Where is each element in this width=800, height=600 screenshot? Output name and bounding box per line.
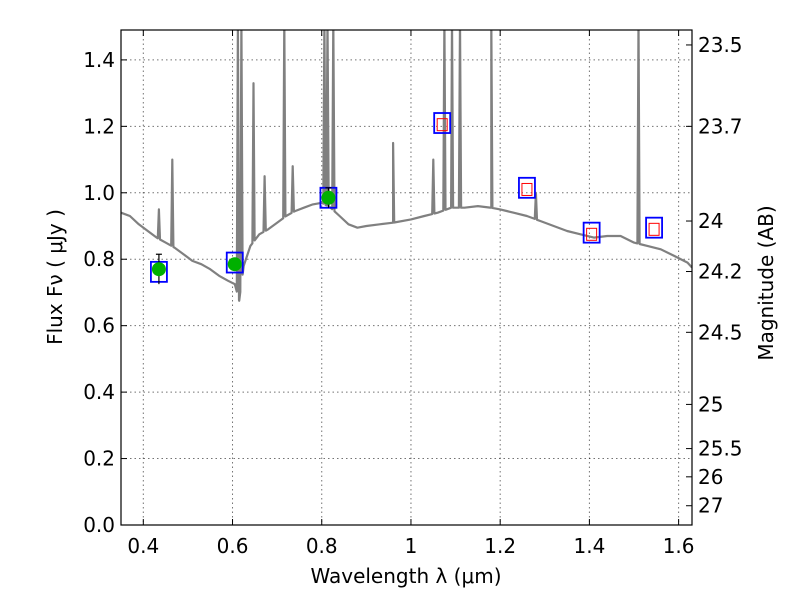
observed-detection-marker — [321, 190, 336, 205]
y-axis-right: 23.5 23.7 24 24.2 24.5 25 25.5 26 27 — [686, 33, 743, 518]
model-photometry-marker — [518, 176, 536, 199]
mag-tick-label: 24.5 — [698, 320, 743, 344]
mag-tick-label: 23.5 — [698, 33, 743, 57]
mag-tick-label: 25 — [698, 392, 723, 416]
model-photometry-marker — [645, 216, 663, 239]
y-tick-label: 0.0 — [83, 513, 115, 537]
model-photometry-marker — [582, 221, 601, 244]
y-tick-label: 1.2 — [83, 114, 115, 138]
series-layer — [121, 30, 692, 302]
y-tick-label: 0.6 — [83, 314, 115, 338]
mag-tick-label: 25.5 — [698, 437, 743, 461]
x-tick-label: 1.2 — [484, 534, 516, 558]
marker-layer — [150, 112, 663, 285]
mag-tick-label: 24.2 — [698, 260, 743, 284]
y2-axis-title: Magnitude (AB) — [754, 205, 778, 360]
x-tick-label: 1.4 — [573, 534, 605, 558]
mag-tick-label: 26 — [698, 465, 723, 489]
x-tick-label: 0.6 — [217, 534, 249, 558]
y-tick-label: 0.4 — [83, 380, 115, 404]
plot-frame — [120, 29, 693, 526]
x-tick-label: 0.8 — [306, 534, 338, 558]
model-photometry-marker — [433, 112, 452, 134]
observed-nir-marker — [436, 118, 448, 132]
x-axis-title: Wavelength λ (μm) — [310, 564, 501, 588]
y-tick-label: 0.2 — [83, 447, 115, 471]
mag-tick-label: 24 — [698, 209, 723, 233]
observed-nir-marker — [521, 182, 533, 196]
sed-spectrum-line — [121, 30, 692, 302]
y-tick-label: 0.8 — [83, 247, 115, 271]
mag-tick-label: 27 — [698, 494, 723, 518]
y-axis-left: 0.0 0.2 0.4 0.6 0.8 1.0 1.2 1.4 — [83, 48, 127, 537]
y-tick-label: 1.0 — [83, 181, 115, 205]
x-tick-label: 1.6 — [663, 534, 695, 558]
plot-area — [121, 30, 692, 302]
observed-detection-marker — [151, 262, 166, 277]
observed-nir-marker — [648, 222, 660, 236]
model-photometry-marker — [225, 251, 244, 274]
grid — [121, 30, 692, 526]
x-tick-label: 1 — [405, 534, 418, 558]
y-axis-title: Flux Fν ( μJy ) — [43, 209, 67, 345]
mag-tick-label: 23.7 — [698, 114, 743, 138]
y-tick-label: 1.4 — [83, 48, 115, 72]
observed-nir-marker — [586, 227, 598, 241]
x-tick-label: 0.4 — [127, 534, 159, 558]
observed-detection-marker — [227, 257, 242, 272]
x-axis: 0.4 0.6 0.8 1 1.2 1.4 1.6 — [127, 30, 695, 558]
